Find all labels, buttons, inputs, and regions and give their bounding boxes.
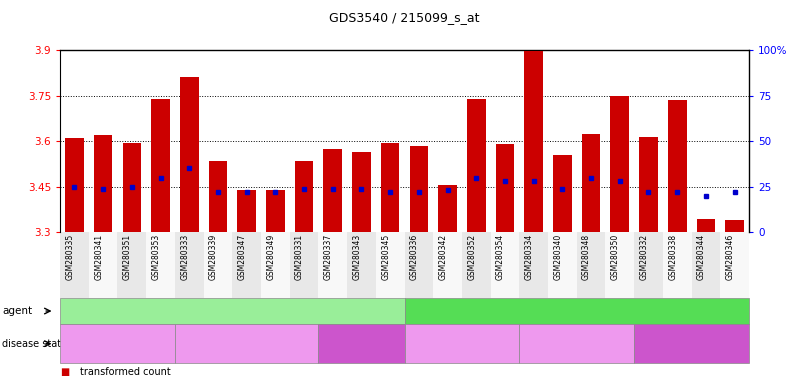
Bar [295,161,313,232]
Bar [496,144,514,232]
Bar [553,155,572,232]
Text: GSM280348: GSM280348 [582,234,591,280]
Text: GSM280331: GSM280331 [295,234,304,280]
Bar [352,152,371,232]
Text: GSM280346: GSM280346 [726,234,735,280]
Text: latent tuberculosis: latent tuberculosis [322,339,400,348]
Text: GSM280339: GSM280339 [209,234,218,280]
Text: GDS3540 / 215099_s_at: GDS3540 / 215099_s_at [329,12,480,25]
Text: GSM280350: GSM280350 [611,234,620,280]
Text: disease state: disease state [2,339,67,349]
Bar [610,96,629,232]
Bar [237,190,256,232]
Text: GSM280333: GSM280333 [180,234,189,280]
Text: ■: ■ [60,367,70,377]
Text: GSM280336: GSM280336 [410,234,419,280]
Text: GSM280351: GSM280351 [123,234,132,280]
Text: control: control [214,306,251,316]
Text: GSM280334: GSM280334 [525,234,533,280]
Text: GSM280335: GSM280335 [66,234,74,280]
Text: previous pulmonary
tuberculosis: previous pulmonary tuberculosis [204,334,289,353]
Bar [151,99,170,232]
Text: GSM280337: GSM280337 [324,234,332,280]
Bar [525,51,543,232]
Bar [208,161,227,232]
Bar [438,185,457,232]
Bar [409,146,429,232]
Text: GSM280345: GSM280345 [381,234,390,280]
Text: GSM280344: GSM280344 [697,234,706,280]
Text: GSM280332: GSM280332 [639,234,649,280]
Bar [123,142,141,232]
Bar [94,135,112,232]
Bar [266,190,284,232]
Text: GSM280343: GSM280343 [352,234,361,280]
Bar [582,134,601,232]
Bar [180,77,199,232]
Bar [725,220,744,232]
Text: previous pulmonary
tuberculosis: previous pulmonary tuberculosis [534,334,619,353]
Bar [467,99,485,232]
Bar [668,100,686,232]
Bar [639,137,658,232]
Bar [380,142,400,232]
Bar [65,138,84,232]
Text: GSM280353: GSM280353 [151,234,160,280]
Text: GSM280347: GSM280347 [238,234,247,280]
Text: previous meningeal
tuberculosis: previous meningeal tuberculosis [421,334,504,353]
Text: GSM280352: GSM280352 [467,234,477,280]
Bar [324,149,342,232]
Text: GSM280341: GSM280341 [95,234,103,280]
Text: latent tuberculosis: latent tuberculosis [652,339,731,348]
Text: GSM280340: GSM280340 [553,234,562,280]
Text: Mycobacterium tuberculosis H37Rv lysate: Mycobacterium tuberculosis H37Rv lysate [467,306,686,316]
Bar [697,218,715,232]
Text: GSM280349: GSM280349 [267,234,276,280]
Text: GSM280342: GSM280342 [439,234,448,280]
Text: GSM280354: GSM280354 [496,234,505,280]
Text: previous meningeal
tuberculosis: previous meningeal tuberculosis [76,334,159,353]
Text: GSM280338: GSM280338 [668,234,677,280]
Text: agent: agent [2,306,33,316]
Text: transformed count: transformed count [80,367,171,377]
